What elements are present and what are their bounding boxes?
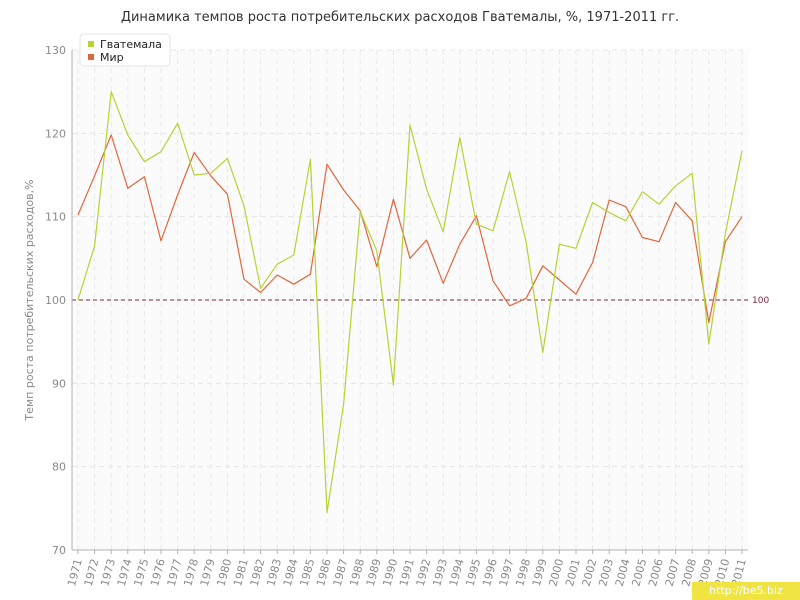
y-tick-label: 110: [45, 211, 66, 224]
series-group: [77, 91, 743, 514]
legend-box: [79, 33, 171, 67]
legend-label[interactable]: Мир: [100, 51, 124, 64]
legend-swatch: [88, 54, 94, 60]
chart-title: Динамика темпов роста потребительских ра…: [120, 10, 680, 25]
reference-line-group: 100: [72, 296, 769, 306]
reference-line-label: 100: [752, 296, 769, 306]
series-line-world: [77, 134, 743, 324]
legend-label[interactable]: Гватемала: [100, 38, 162, 51]
legend-swatch: [88, 41, 94, 47]
y-tick-label: 130: [45, 44, 66, 57]
watermark[interactable]: http://be5.biz: [692, 582, 800, 600]
y-tick-label: 80: [52, 461, 66, 474]
series-line-guatemala: [77, 91, 743, 514]
axes: 7080901001101201301971197219731974197519…: [45, 44, 749, 588]
y-tick-label: 120: [45, 127, 66, 140]
y-tick-label: 70: [52, 544, 66, 557]
y-tick-label: 90: [52, 377, 66, 390]
y-axis-label: Темп роста потребительских расходов,%: [23, 179, 36, 421]
y-tick-label: 100: [45, 294, 66, 307]
